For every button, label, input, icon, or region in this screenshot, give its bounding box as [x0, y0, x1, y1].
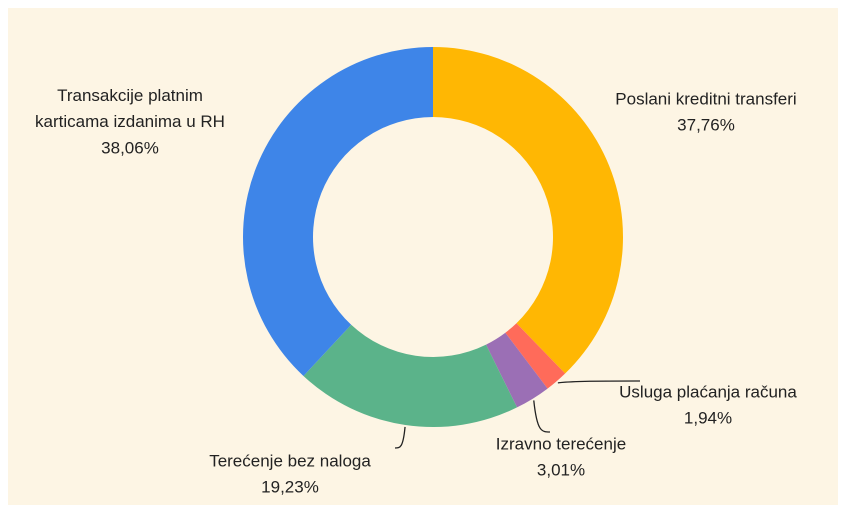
slice-label: Transakcije platnim karticama izdanima u … [35, 86, 225, 131]
slice-value-label: 38,06% [101, 138, 159, 157]
slice-value-label: 19,23% [261, 477, 319, 496]
slice-label: Usluga plaćanja računa [619, 382, 797, 401]
pie-slice [303, 324, 518, 427]
slice-value-label: 1,94% [684, 408, 732, 427]
leader-line [394, 426, 406, 449]
slice-value-label: 3,01% [537, 460, 585, 479]
slice-value-label: 37,76% [677, 115, 735, 134]
pie-slice [243, 47, 433, 376]
leader-line [557, 380, 641, 384]
slice-label: Terećenje bez naloga [209, 451, 371, 470]
leader-line [533, 400, 551, 433]
pie-slice [505, 323, 566, 389]
slice-label: Poslani kreditni transferi [615, 89, 796, 108]
pie-slice [486, 332, 548, 408]
pie-slice [433, 47, 624, 374]
slice-label: Izravno terećenje [496, 434, 626, 453]
